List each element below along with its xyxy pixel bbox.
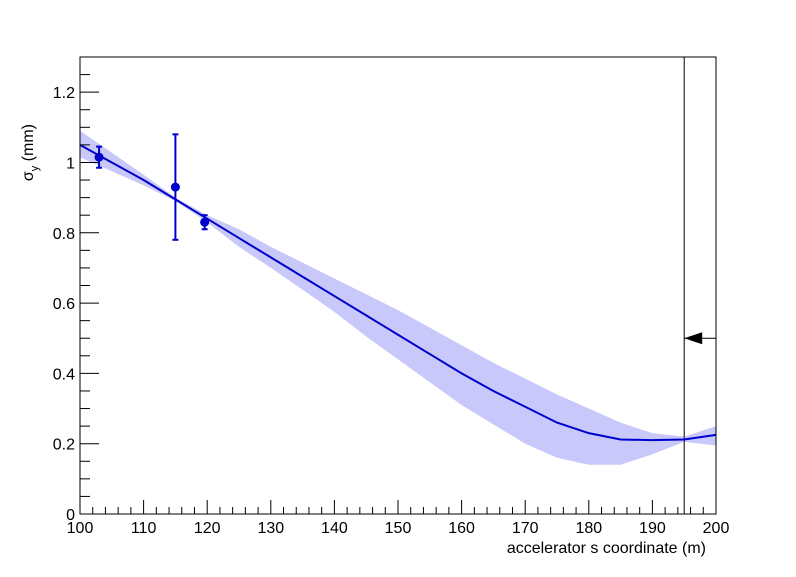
fit-line (79, 144, 717, 442)
x-tick-label: 100 (67, 520, 94, 537)
y-axis-title: σy (mm) (20, 124, 41, 181)
x-tick-label: 170 (512, 520, 539, 537)
y-axis-title-symbol: σ (20, 171, 37, 181)
y-tick-label: 0 (66, 507, 75, 524)
y-tick-label: 0.8 (53, 226, 75, 243)
y-axis-title-unit: (mm) (20, 124, 37, 166)
y-axis-title-subscript: y (29, 165, 41, 171)
y-tick-label: 0.4 (53, 366, 75, 383)
x-tick-label: 110 (131, 520, 157, 537)
y-tick-label: 1.2 (53, 85, 75, 102)
annotation-layer (683, 57, 716, 514)
axis-layer: 100 110 120 130 140 150 160 170 180 190 200 0 0.2 0.4… (53, 56, 730, 537)
arrow-head (684, 332, 703, 345)
x-tick-label: 200 (703, 520, 730, 537)
x-tick-label: 160 (448, 520, 475, 537)
y-tick-label: 0.2 (53, 437, 75, 454)
x-tick-label: 190 (639, 520, 666, 537)
y-tick-label: 0.6 (53, 296, 75, 313)
fit-line-layer (79, 144, 717, 442)
data-points-layer (94, 133, 210, 241)
x-tick-label: 150 (385, 520, 412, 537)
data-point (170, 182, 180, 192)
x-tick-label: 140 (321, 520, 348, 537)
data-point (200, 217, 210, 227)
x-tick-label: 120 (194, 520, 221, 537)
x-axis-title: accelerator s coordinate (m) (507, 540, 706, 557)
x-tick-label: 180 (575, 520, 602, 537)
y-tick-label: 1 (66, 155, 75, 172)
x-tick-label: 130 (257, 520, 284, 537)
data-point (94, 152, 104, 162)
